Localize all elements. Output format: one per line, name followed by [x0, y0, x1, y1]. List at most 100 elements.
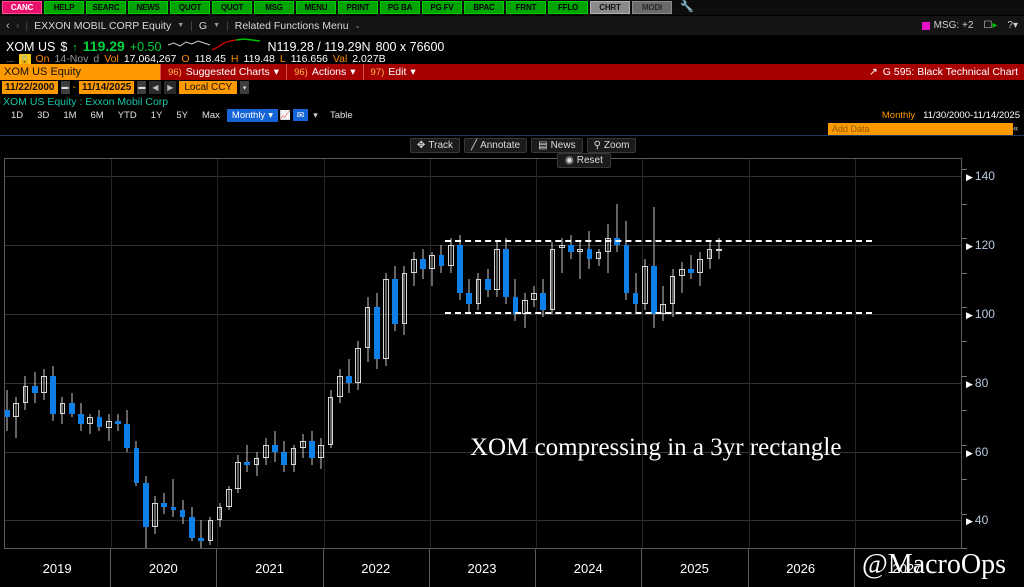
currency-dropdown-icon[interactable]: ▾: [240, 81, 250, 94]
candle-body-up: [475, 279, 482, 304]
candle-body-down: [170, 506, 177, 511]
wrench-icon[interactable]: 🔧: [680, 1, 694, 13]
frequency-dropdown[interactable]: Monthly ▾: [226, 108, 278, 122]
candlestick: [207, 159, 214, 548]
x-axis-label-2020: 2020: [148, 561, 178, 576]
candle-wick: [551, 241, 553, 314]
chart-tool-annotate[interactable]: ╱ Annotate: [464, 138, 528, 153]
candlestick: [161, 159, 167, 548]
related-functions-menu[interactable]: Related Functions Menu: [234, 19, 349, 32]
candle-wick: [718, 238, 720, 259]
candle-body-down: [50, 375, 57, 414]
candle-wick: [61, 396, 63, 425]
period-button-1m[interactable]: 1M: [63, 109, 77, 121]
function-key-fflo-13[interactable]: FFLO: [548, 1, 588, 14]
candle-body-down: [161, 503, 167, 507]
candle-wick: [403, 265, 405, 335]
y-axis-minor-tick: [962, 444, 967, 446]
candle-wick: [616, 203, 618, 252]
function-key-quot-5[interactable]: QUOT: [212, 1, 252, 14]
security-name-label[interactable]: EXXON MOBIL CORP Equity: [34, 19, 172, 32]
end-date-field[interactable]: 11/14/2025: [78, 81, 135, 94]
function-code-label[interactable]: G: [198, 19, 208, 32]
collapse-icon[interactable]: «: [1013, 123, 1019, 134]
double-chevron-down-icon[interactable]: ⌄: [354, 22, 361, 30]
candle-body-up: [207, 520, 214, 542]
period-toolbar: 1D 3D 1M 6M YTD 1Y 5Y Max Monthly ▾ 📈 ✉ ▾ Table…: [0, 108, 1024, 122]
message-indicator[interactable]: MSG: +2: [921, 20, 973, 31]
candle-wick: [6, 389, 8, 431]
period-button-1y[interactable]: 1Y: [150, 109, 163, 121]
function-key-quot-4[interactable]: QUOT: [170, 1, 210, 14]
chart-tool-zoom[interactable]: ⚲ Zoom: [586, 138, 637, 153]
edit-menu[interactable]: 97) Edit ▾: [362, 64, 423, 80]
chart-tools-toolbar: ✥ Track ╱ Annotate ▤ News ⚲ Zoom: [410, 138, 637, 153]
candle-body-up: [494, 248, 500, 290]
candle-body-down: [373, 307, 380, 359]
y-axis-minor-tick: [962, 169, 967, 171]
line-chart-icon[interactable]: 📈: [279, 109, 292, 120]
candle-body-up: [299, 441, 306, 449]
period-button-1d[interactable]: 1D: [11, 109, 24, 121]
window-options-icon[interactable]: ☐▸: [983, 20, 998, 31]
y-axis: ▶ 40 ▶ 60 ▶ 80 ▶ 100 ▶ 120 ▶ 140: [962, 158, 1024, 549]
candle-body-down: [512, 296, 519, 314]
chevron-down-icon[interactable]: ▼: [177, 22, 185, 29]
candle-wick: [477, 272, 479, 311]
function-key-pg fv-10[interactable]: PG FV: [422, 1, 462, 14]
end-date-stepper[interactable]: ▬: [137, 81, 147, 94]
chevron-down-icon-frequency: ▾: [268, 109, 273, 121]
table-button[interactable]: Table: [329, 109, 353, 121]
price-plot-area[interactable]: [4, 158, 962, 549]
candlestick: [688, 159, 694, 548]
period-button-max[interactable]: Max: [201, 109, 220, 121]
period-button-6m[interactable]: 6M: [90, 109, 104, 121]
candle-body-down: [198, 537, 204, 542]
candlestick: [235, 159, 241, 548]
suggested-charts-menu[interactable]: 96) Suggested Charts ▾: [160, 64, 286, 80]
date-next-button[interactable]: ▶: [164, 81, 177, 94]
chart-tool-label: Zoom: [603, 140, 630, 151]
reset-button[interactable]: ◉ Reset: [557, 153, 611, 168]
command-input[interactable]: XOM US Equity: [0, 64, 160, 80]
chart-tool-track[interactable]: ✥ Track: [410, 138, 461, 153]
chevron-down-icon-2[interactable]: ▼: [213, 22, 220, 29]
function-key-bpac-11[interactable]: BPAC: [464, 1, 504, 14]
forward-arrow-icon[interactable]: ›: [15, 19, 20, 32]
chevron-down-icon-edit: ▾: [410, 66, 416, 78]
external-link-icon[interactable]: ↗: [868, 66, 878, 78]
actions-menu[interactable]: 96) Actions ▾: [286, 64, 362, 80]
candle-body-down: [124, 424, 131, 449]
candle-body-down: [142, 482, 149, 528]
function-key-searc-2[interactable]: SEARC: [86, 1, 126, 14]
date-prev-button[interactable]: ◀: [149, 81, 162, 94]
function-key-canc-0[interactable]: CANC: [2, 1, 42, 14]
function-key-msg-6[interactable]: MSG: [254, 1, 294, 14]
candlestick: [336, 159, 343, 548]
function-key-print-8[interactable]: PRINT: [338, 1, 378, 14]
function-key-pg ba-9[interactable]: PG BA: [380, 1, 420, 14]
period-button-ytd[interactable]: YTD: [117, 109, 137, 121]
back-arrow-icon[interactable]: ‹: [6, 19, 10, 32]
function-key-modi-15[interactable]: MODI: [632, 1, 672, 14]
add-data-input[interactable]: Add Data: [828, 122, 1013, 135]
chart-tool-news[interactable]: ▤ News: [531, 138, 583, 153]
bar-chart-icon[interactable]: ✉: [292, 109, 308, 121]
candlestick: [429, 159, 436, 548]
chart-type-dropdown-icon[interactable]: ▾: [313, 109, 318, 120]
candle-wick: [561, 238, 563, 273]
price-up-arrow-icon: ↑: [72, 42, 78, 54]
navigation-bar: ‹ › | EXXON MOBIL CORP Equity ▼ | G ▼ | …: [0, 16, 1024, 36]
start-date-field[interactable]: 11/22/2000: [2, 81, 58, 94]
period-button-5y[interactable]: 5Y: [176, 109, 188, 121]
function-key-help-1[interactable]: HELP: [44, 1, 84, 14]
period-button-3d[interactable]: 3D: [37, 109, 50, 121]
function-key-news-3[interactable]: NEWS: [128, 1, 168, 14]
candlestick: [299, 159, 306, 548]
function-key-chrt-14[interactable]: CHRT: [590, 1, 630, 14]
start-date-stepper[interactable]: ▬: [60, 81, 70, 94]
help-icon[interactable]: ?▾: [1007, 20, 1018, 31]
function-key-frnt-12[interactable]: FRNT: [506, 1, 546, 14]
function-key-menu-7[interactable]: MENU: [296, 1, 336, 14]
currency-selector[interactable]: Local CCY: [179, 81, 238, 94]
